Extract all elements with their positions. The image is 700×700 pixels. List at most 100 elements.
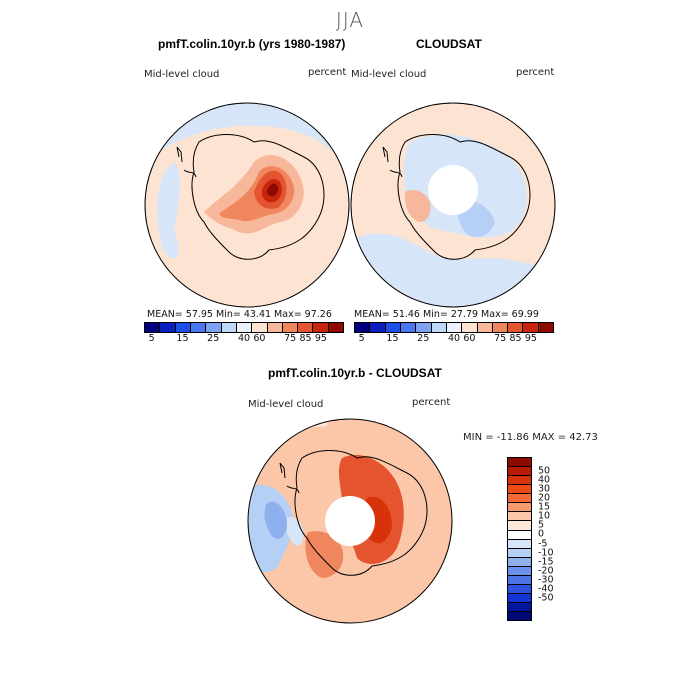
colorbar-swatch (313, 323, 329, 332)
colorbar-swatch (508, 539, 531, 549)
model-stats: MEAN= 57.95 Min= 43.41 Max= 97.26 (147, 309, 332, 320)
model-units-label: percent (308, 67, 347, 78)
colorbar-tick-label: 25 (207, 333, 220, 344)
colorbar-tick-label: 50 (538, 465, 551, 477)
antarctica-coastline (191, 134, 325, 260)
cloud-field-max (267, 183, 279, 197)
colorbar-swatch (508, 548, 531, 558)
obs-units-label: percent (516, 67, 555, 78)
colorbar-swatch (508, 458, 531, 468)
colorbar-tick-label: 40 (447, 333, 461, 344)
colorbar-tick-label: 25 (417, 333, 430, 344)
colorbar-tick-label: 60 (253, 333, 266, 344)
colorbar-tick-label: 15 (386, 333, 399, 344)
colorbar-tick-label: 85 (299, 333, 312, 344)
colorbar-tick-label: 20 (538, 492, 551, 504)
colorbar-swatch (236, 323, 253, 332)
missing-data-region (325, 496, 375, 546)
colorbar-swatch (400, 323, 417, 332)
missing-data-region (428, 165, 478, 215)
colorbar-swatch (145, 323, 161, 332)
colorbar-tick-label: 95 (524, 333, 537, 344)
colorbar-swatch (492, 323, 509, 332)
colorbar-swatch (462, 323, 478, 332)
obs-variable-label: Mid-level cloud (351, 69, 427, 80)
model-colorbar-swatches (144, 322, 344, 333)
colorbar-swatch (416, 323, 432, 332)
model-variable-label: Mid-level cloud (144, 69, 220, 80)
colorbar-swatch (508, 575, 531, 585)
obs-polar-map (350, 102, 556, 308)
colorbar-swatch (370, 323, 386, 332)
colorbar-swatch (160, 323, 176, 332)
colorbar-swatch (508, 494, 531, 504)
colorbar-swatch (477, 323, 493, 332)
cloud-field-high (404, 190, 431, 222)
colorbar-swatch (221, 323, 237, 332)
antarctica-coastline (294, 450, 428, 576)
colorbar-tick-label: 5 (538, 519, 545, 531)
colorbar-swatch (508, 467, 531, 477)
season-title: JJA (335, 8, 365, 32)
diff-polar-map (247, 418, 453, 624)
colorbar-swatch (508, 476, 531, 486)
colorbar-tick-label: 30 (538, 483, 551, 495)
colorbar-tick-label: 75 (284, 333, 297, 344)
colorbar-swatch (523, 323, 539, 332)
colorbar-tick-label: 75 (494, 333, 507, 344)
diff-minmax: MIN = -11.86 MAX = 42.73 (463, 432, 598, 443)
colorbar-tick-label: 5 (148, 333, 155, 344)
colorbar-swatch (267, 323, 283, 332)
colorbar-tick-label: 60 (463, 333, 476, 344)
colorbar-swatch (508, 593, 531, 603)
colorbar-swatch (175, 323, 191, 332)
colorbar-swatch (282, 323, 299, 332)
colorbar-swatch (508, 603, 531, 613)
colorbar-swatch (431, 323, 447, 332)
obs-colorbar-swatches (354, 322, 554, 333)
colorbar-swatch (252, 323, 268, 332)
colorbar-swatch (508, 566, 531, 576)
colorbar-tick-label: 5 (358, 333, 365, 344)
colorbar-swatch (508, 485, 531, 495)
ocean-fill (351, 233, 555, 307)
antarctica-coastline (397, 134, 531, 260)
model-polar-map (144, 102, 350, 308)
colorbar-swatch (538, 323, 554, 332)
colorbar-swatch (385, 323, 401, 332)
colorbar-tick-label: 40 (237, 333, 251, 344)
colorbar-tick-label: -10 (538, 547, 554, 559)
diff-panel-title: pmfT.colin.10yr.b - CLOUDSAT (268, 366, 442, 380)
obs-stats: MEAN= 51.46 Min= 27.79 Max= 69.99 (354, 309, 539, 320)
colorbar-swatch (508, 512, 531, 522)
colorbar-swatch (355, 323, 371, 332)
colorbar-swatch (508, 584, 531, 594)
colorbar-tick-label: 40 (538, 474, 551, 486)
colorbar-swatch (190, 323, 207, 332)
diff-variable-label: Mid-level cloud (248, 399, 324, 410)
colorbar-swatch (446, 323, 463, 332)
colorbar-tick-label: -50 (538, 592, 554, 604)
obs-colorbar: 5 15 25 40 60 75 85 95 (354, 322, 554, 345)
obs-panel-title: CLOUDSAT (416, 37, 482, 51)
colorbar-swatch (328, 323, 344, 332)
model-panel-title: pmfT.colin.10yr.b (yrs 1980-1987) (158, 37, 346, 51)
colorbar-tick-label: 95 (314, 333, 327, 344)
diff-colorbar (507, 457, 532, 621)
colorbar-swatch (206, 323, 222, 332)
colorbar-tick-label: 10 (538, 510, 551, 522)
colorbar-swatch (508, 530, 531, 540)
colorbar-tick-label: -20 (538, 565, 554, 577)
colorbar-tick-label: -5 (538, 538, 548, 550)
colorbar-swatch (508, 323, 524, 332)
obs-colorbar-ticks: 5 15 25 40 60 75 85 95 (354, 333, 554, 345)
colorbar-tick-label: -30 (538, 574, 554, 586)
colorbar-swatch (508, 521, 531, 531)
model-colorbar-ticks: 5 15 25 40 60 75 85 95 (144, 333, 344, 345)
colorbar-tick-label: -40 (538, 583, 554, 595)
colorbar-swatch (298, 323, 314, 332)
diff-units-label: percent (412, 397, 451, 408)
colorbar-tick-label: -15 (538, 556, 554, 568)
colorbar-tick-label: 0 (538, 528, 545, 540)
colorbar-tick-label: 15 (538, 501, 551, 513)
